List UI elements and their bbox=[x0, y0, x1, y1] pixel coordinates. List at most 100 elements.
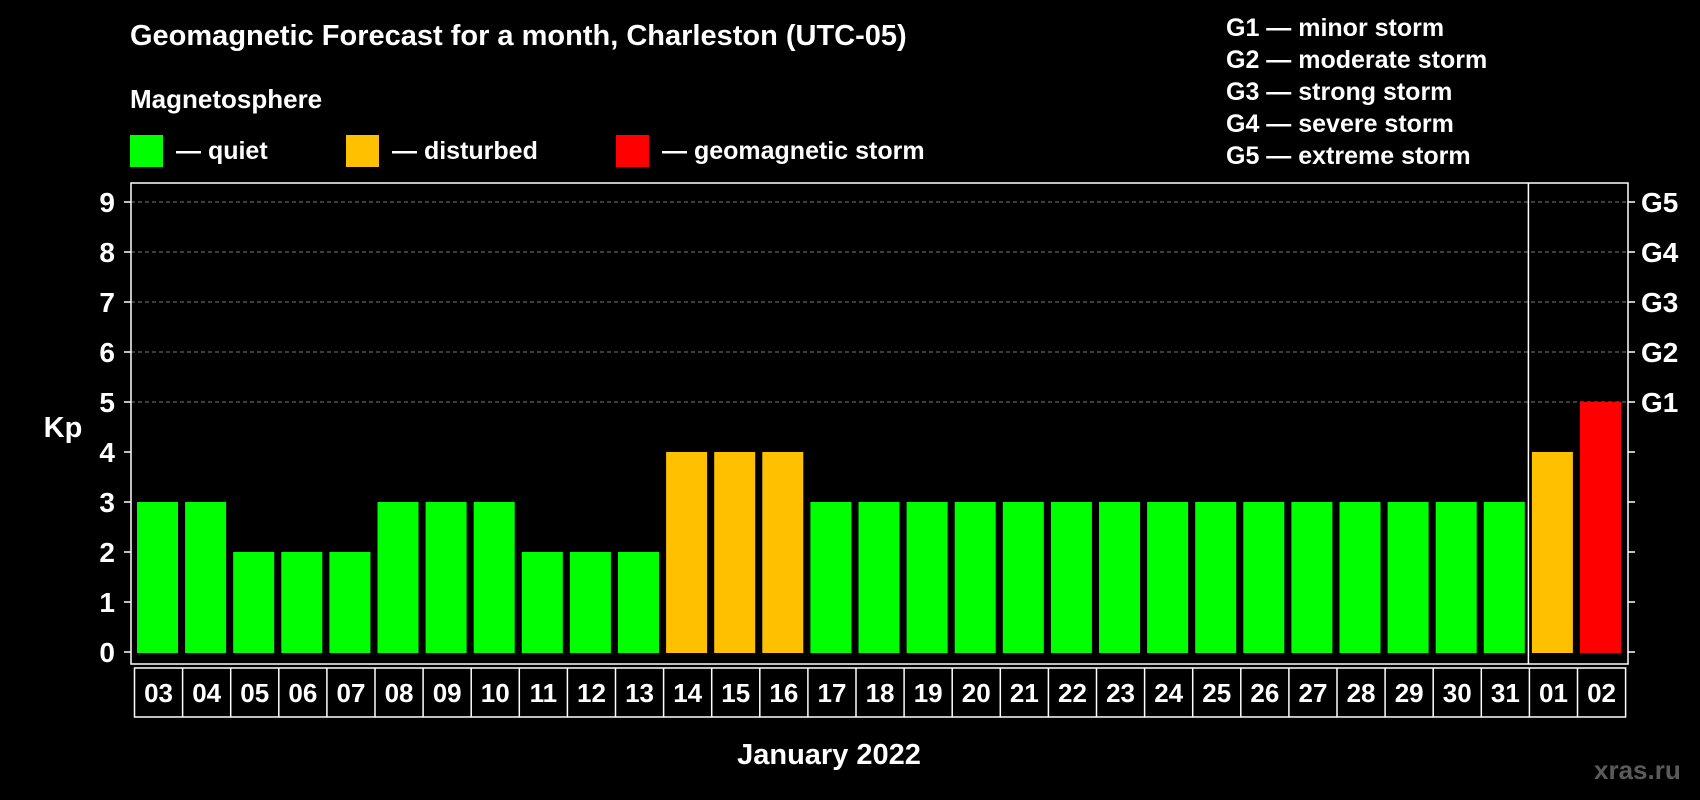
bar bbox=[1435, 502, 1477, 653]
legend-swatch-storm bbox=[616, 135, 649, 167]
bar bbox=[1531, 452, 1573, 653]
x-tick-label: 01 bbox=[1539, 678, 1568, 708]
bar bbox=[233, 552, 275, 653]
bar bbox=[1243, 502, 1285, 653]
bar bbox=[329, 552, 371, 653]
storm-scale-g1: G1 — minor storm bbox=[1226, 14, 1445, 42]
bar bbox=[1483, 502, 1525, 653]
legend-item-quiet: — quiet bbox=[130, 134, 268, 168]
x-tick-label: 29 bbox=[1395, 678, 1424, 708]
bar bbox=[1099, 502, 1140, 653]
bar bbox=[425, 502, 467, 653]
y-tick-label: 3 bbox=[99, 487, 115, 518]
storm-level-label: G3 bbox=[1641, 287, 1678, 318]
x-tick-label: 06 bbox=[288, 678, 317, 708]
bar bbox=[1580, 402, 1621, 653]
x-tick-label: 15 bbox=[721, 678, 750, 708]
x-tick-label: 12 bbox=[577, 678, 606, 708]
bar bbox=[762, 452, 804, 653]
bar bbox=[1387, 502, 1429, 653]
bar bbox=[666, 452, 708, 653]
bar bbox=[810, 502, 852, 653]
x-tick-label: 08 bbox=[385, 678, 414, 708]
y-tick-label: 4 bbox=[99, 437, 115, 468]
legend-item-storm: — geomagnetic storm bbox=[616, 134, 925, 168]
storm-scale-g5: G5 — extreme storm bbox=[1226, 142, 1471, 170]
legend-swatch-quiet bbox=[130, 135, 163, 167]
storm-scale-g3: G3 — strong storm bbox=[1226, 78, 1453, 106]
storm-scale-g2: G2 — moderate storm bbox=[1226, 46, 1488, 74]
legend-item-disturbed: — disturbed bbox=[346, 134, 538, 168]
x-tick-label: 21 bbox=[1010, 678, 1039, 708]
bar bbox=[1050, 502, 1092, 653]
bar bbox=[137, 502, 178, 653]
x-tick-label: 11 bbox=[530, 678, 558, 708]
x-tick-label: 19 bbox=[914, 678, 943, 708]
chart-title: Geomagnetic Forecast for a month, Charle… bbox=[130, 20, 907, 52]
bar bbox=[858, 502, 900, 653]
storm-scale-legend: G1 — minor storm G2 — moderate storm G3 … bbox=[1226, 12, 1487, 172]
x-tick-label: 05 bbox=[240, 678, 269, 708]
bar bbox=[521, 552, 563, 653]
legend-swatch-disturbed bbox=[346, 135, 379, 167]
legend-subtitle: Magnetosphere bbox=[130, 84, 323, 114]
y-tick-label: 9 bbox=[99, 187, 115, 218]
legend-label-storm: — geomagnetic storm bbox=[662, 136, 925, 165]
bar bbox=[1195, 502, 1237, 653]
bar bbox=[473, 502, 515, 653]
x-tick-label: 04 bbox=[192, 678, 221, 708]
x-tick-label: 20 bbox=[962, 678, 991, 708]
y-tick-label: 8 bbox=[99, 237, 115, 268]
bar bbox=[714, 452, 756, 653]
x-tick-label: 28 bbox=[1347, 678, 1376, 708]
x-tick-label: 17 bbox=[817, 678, 846, 708]
plot-frame bbox=[130, 182, 1629, 665]
legend-label-quiet: — quiet bbox=[176, 136, 268, 165]
bar bbox=[377, 502, 419, 653]
x-tick-label: 25 bbox=[1202, 678, 1231, 708]
x-tick-label: 22 bbox=[1058, 678, 1087, 708]
x-tick-label: 18 bbox=[866, 678, 895, 708]
x-tick-label: 27 bbox=[1298, 678, 1327, 708]
storm-level-label: G2 bbox=[1641, 337, 1678, 368]
x-tick-label: 26 bbox=[1250, 678, 1279, 708]
x-tick-label: 23 bbox=[1106, 678, 1135, 708]
y-tick-label: 0 bbox=[99, 637, 115, 668]
bar bbox=[906, 502, 948, 653]
bar bbox=[1002, 502, 1044, 653]
y-tick-label: 6 bbox=[99, 337, 115, 368]
x-tick-label: 10 bbox=[481, 678, 510, 708]
x-tick-label: 09 bbox=[433, 678, 462, 708]
y-axis-label: Kp bbox=[44, 412, 83, 444]
bar bbox=[1291, 502, 1333, 653]
x-tick-label: 31 bbox=[1491, 678, 1520, 708]
storm-scale-g4: G4 — severe storm bbox=[1226, 110, 1454, 138]
bar bbox=[569, 552, 611, 653]
x-tick-label: 16 bbox=[769, 678, 798, 708]
storm-level-label: G4 bbox=[1641, 237, 1679, 268]
legend-label-disturbed: — disturbed bbox=[392, 136, 538, 165]
x-tick-label: 14 bbox=[673, 678, 702, 708]
y-tick-label: 1 bbox=[99, 587, 115, 618]
x-axis-label: January 2022 bbox=[737, 739, 921, 771]
x-tick-label: 24 bbox=[1154, 678, 1183, 708]
y-tick-label: 2 bbox=[99, 537, 115, 568]
bar bbox=[185, 502, 227, 653]
x-tick-label: 03 bbox=[144, 678, 173, 708]
y-tick-label: 5 bbox=[99, 387, 115, 418]
x-tick-label: 13 bbox=[625, 678, 654, 708]
storm-level-label: G1 bbox=[1641, 387, 1678, 418]
bar bbox=[1147, 502, 1189, 653]
x-tick-label: 02 bbox=[1587, 678, 1616, 708]
x-category-frame bbox=[133, 667, 1627, 718]
storm-level-label: G5 bbox=[1641, 187, 1678, 218]
bar bbox=[954, 502, 996, 653]
y-tick-label: 7 bbox=[99, 287, 115, 318]
x-tick-label: 07 bbox=[336, 678, 365, 708]
bar bbox=[618, 552, 659, 653]
bar bbox=[1339, 502, 1381, 653]
x-tick-label: 30 bbox=[1443, 678, 1472, 708]
bar bbox=[281, 552, 323, 653]
watermark: xras.ru bbox=[1594, 755, 1681, 785]
